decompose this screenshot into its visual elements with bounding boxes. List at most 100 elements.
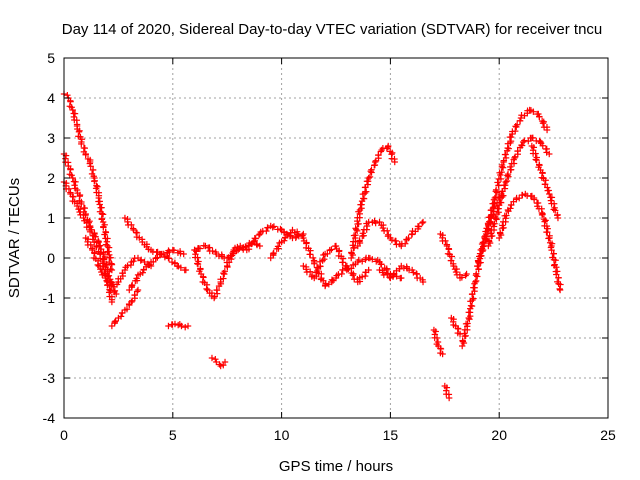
data-point-fill (469, 296, 476, 304)
data-point-fill (516, 194, 523, 202)
data-point-fill (93, 243, 100, 251)
data-point (419, 278, 427, 286)
data-point-fill (339, 259, 347, 266)
data-point (539, 210, 546, 218)
data-point (391, 158, 398, 166)
data-point-fill (338, 270, 345, 278)
data-point-fill (361, 189, 369, 197)
data-point-fill (95, 198, 102, 205)
data-point (511, 154, 518, 162)
data-point-fill (494, 179, 501, 186)
data-point-fill (133, 288, 141, 295)
series-sat-e (108, 286, 142, 330)
data-point-fill (504, 172, 511, 179)
data-point-fill (270, 249, 277, 257)
data-point-fill (91, 250, 98, 257)
data-point-fill (458, 274, 466, 281)
data-point-fill (494, 205, 501, 212)
data-point-fill (506, 163, 514, 171)
data-point-fill (359, 230, 367, 237)
data-point-fill (352, 231, 359, 239)
data-point (134, 286, 142, 294)
data-point-fill (154, 254, 161, 261)
data-point-fill (71, 110, 79, 117)
data-point (463, 270, 470, 278)
data-point-fill (461, 330, 468, 337)
data-point (69, 174, 76, 182)
data-point-fill (480, 240, 487, 247)
data-point-fill (539, 120, 547, 127)
series-sat-l (267, 226, 372, 290)
data-point-fill (379, 224, 387, 232)
data-point (73, 202, 81, 210)
data-point-fill (496, 229, 504, 236)
data-point (104, 242, 111, 250)
data-point-fill (539, 142, 546, 149)
data-point (184, 322, 192, 330)
y-tick-label: 2 (47, 170, 55, 186)
data-point (519, 138, 527, 146)
data-point-fill (467, 302, 475, 309)
data-point-fill (97, 204, 104, 211)
data-point (95, 262, 103, 270)
data-point-fill (465, 309, 473, 316)
data-point-fill (307, 251, 314, 258)
data-point-fill (533, 156, 540, 164)
data-point-fill (270, 223, 278, 230)
data-point-fill (448, 253, 456, 260)
data-point (178, 322, 185, 330)
data-point-fill (160, 250, 167, 258)
data-point-fill (530, 144, 538, 151)
y-tick-label: 4 (47, 90, 55, 106)
data-point-fill (103, 277, 110, 284)
data-point-fill (130, 257, 137, 265)
data-point (80, 214, 87, 222)
data-point-fill (277, 225, 284, 233)
data-point-fill (410, 269, 417, 276)
data-point-fill (194, 260, 201, 267)
data-point-fill (128, 221, 135, 229)
data-point-fill (500, 192, 507, 199)
data-point-fill (368, 166, 375, 173)
data-point-fill (302, 266, 310, 273)
data-point-fill (443, 384, 451, 391)
data-point-fill (552, 257, 559, 264)
data-point-fill (213, 286, 220, 294)
data-point-fill (328, 276, 336, 283)
data-point-fill (123, 305, 131, 313)
data-point-fill (491, 220, 498, 227)
data-point-fill (236, 245, 243, 252)
data-point-fill (550, 250, 557, 257)
data-point-fill (384, 143, 392, 151)
data-point-fill (124, 218, 131, 226)
data-point-fill (447, 257, 455, 264)
data-point (419, 218, 427, 226)
data-point-fill (539, 170, 546, 177)
series-sat-r (437, 230, 470, 282)
plot-frame (63, 57, 609, 419)
x-tick-label: 10 (274, 427, 290, 443)
data-point-fill (131, 291, 138, 299)
data-point-fill (545, 235, 552, 242)
data-point-fill (72, 178, 79, 186)
data-point-fill (89, 166, 97, 174)
data-point-fill (174, 321, 182, 329)
data-point (213, 358, 220, 366)
x-tick-label: 20 (491, 427, 507, 443)
y-tick-label: -2 (43, 330, 56, 346)
data-point-fill (514, 147, 521, 155)
data-point (141, 258, 148, 266)
data-point-fill (252, 235, 259, 242)
data-point-fill (366, 173, 374, 181)
data-point-fill (100, 224, 107, 231)
data-point-fill (94, 261, 101, 269)
data-point-fill (485, 237, 493, 244)
data-point-fill (474, 257, 482, 264)
data-point-fill (200, 274, 207, 281)
data-point-fill (242, 243, 249, 251)
data-point-fill (542, 217, 549, 224)
data-point-fill (492, 186, 500, 194)
data-point (556, 286, 564, 294)
data-point-fill (507, 205, 514, 212)
